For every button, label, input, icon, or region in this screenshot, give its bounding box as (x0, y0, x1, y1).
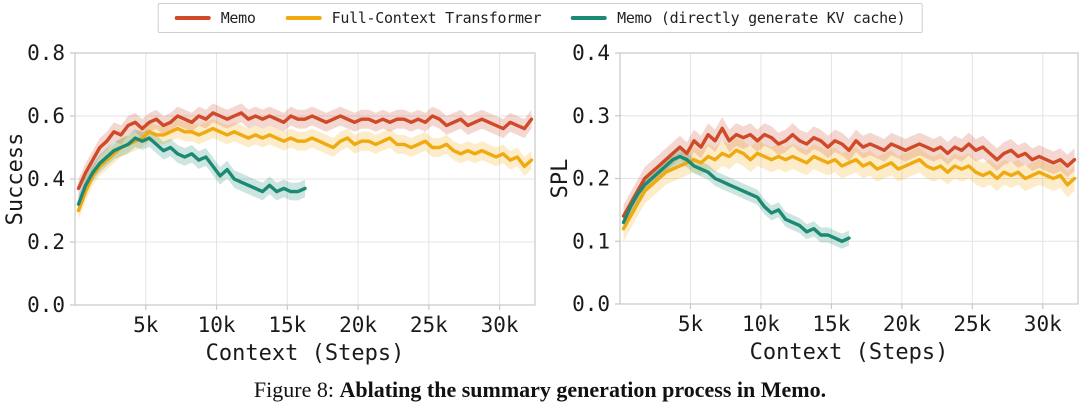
confidence-band (78, 103, 532, 198)
legend-label-memo: Memo (220, 9, 256, 27)
y-tick-label: 0.0 (27, 293, 65, 317)
x-tick-label: 20k (339, 313, 377, 337)
x-tick-label: 20k (883, 312, 921, 336)
confidence-band (78, 129, 305, 213)
y-tick-label: 0.2 (572, 167, 610, 191)
x-tick-label: 5k (678, 312, 704, 336)
x-tick-label: 15k (812, 312, 850, 336)
caption-title: Ablating the summary generation process … (339, 377, 827, 402)
x-tick-label: 10k (742, 312, 780, 336)
y-tick-label: 0.2 (27, 230, 65, 254)
y-tick-label: 0.6 (27, 104, 65, 128)
series-line-memo-directly-generate-kv-cache (621, 154, 851, 244)
series-line-memo (76, 111, 534, 191)
y-tick-label: 0.8 (27, 41, 65, 65)
legend-item-memo-kv-cache: Memo (directly generate KV cache) (571, 9, 906, 27)
x-tick-label: 25k (953, 312, 991, 336)
series-line-full-context-transformer (621, 148, 1077, 231)
y-axis-label: SPL (548, 159, 573, 199)
x-tick-label: 15k (268, 313, 306, 337)
confidence-band (623, 137, 1075, 242)
legend-item-full-context-transformer: Full-Context Transformer (285, 9, 542, 27)
full-context-line-swatch (285, 16, 322, 20)
y-tick-label: 0.3 (572, 104, 610, 128)
caption-prefix: Figure 8: (253, 377, 340, 402)
y-tick-label: 0.0 (572, 292, 610, 316)
legend-item-memo: Memo (174, 9, 256, 27)
x-axis-label: Context (Steps) (206, 341, 405, 366)
chart-legend: Memo Full-Context Transformer Memo (dire… (157, 3, 923, 33)
confidence-band (623, 117, 1075, 228)
x-tick-label: 5k (133, 313, 159, 337)
y-tick-label: 0.4 (572, 41, 610, 65)
series-line-full-context-transformer (76, 126, 534, 213)
series-line-memo-directly-generate-kv-cache (76, 136, 307, 206)
x-tick-label: 10k (198, 313, 236, 337)
y-axis-label: Success (3, 133, 28, 226)
y-tick-label: 0.1 (572, 229, 610, 253)
legend-label-memo-kv-cache: Memo (directly generate KV cache) (617, 9, 906, 27)
figure-caption: Figure 8: Ablating the summary generatio… (0, 377, 1080, 403)
x-tick-label: 30k (1024, 312, 1062, 336)
x-tick-label: 25k (410, 313, 448, 337)
series-line-memo (621, 126, 1077, 218)
line-charts: 0.0 0.2 0.4 0.6 0.8 5k 10k 15k 20k 25k 30k Context … (3, 41, 1079, 366)
memo-kv-line-swatch (571, 16, 608, 20)
x-tick-label: 30k (481, 313, 519, 337)
y-tick-label: 0.4 (27, 167, 65, 191)
memo-line-swatch (174, 16, 211, 20)
legend-label-full-context-transformer: Full-Context Transformer (331, 9, 542, 27)
x-axis-label: Context (Steps) (750, 340, 949, 365)
